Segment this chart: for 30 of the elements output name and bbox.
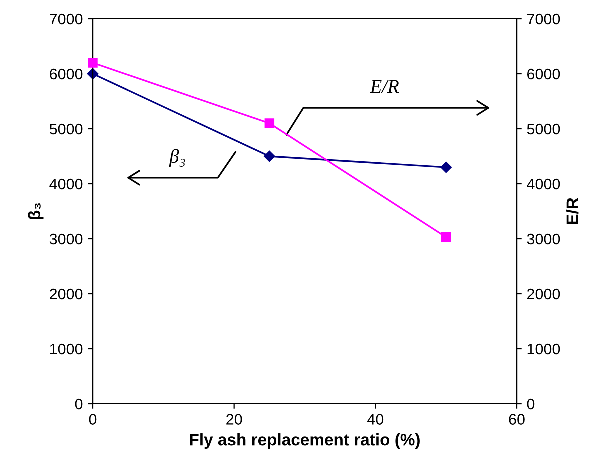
series-label: β₃ [169, 149, 186, 168]
y2-tick-label: 2000 [527, 288, 560, 300]
point [440, 162, 452, 174]
point [264, 118, 275, 128]
y2-tick-label: 4000 [527, 178, 560, 190]
x-tick-label: 20 [226, 414, 242, 425]
y2-tick-label: 5000 [527, 124, 560, 135]
y2-axis-title: E/R [566, 198, 579, 224]
y2-tick-label: 7000 [528, 14, 560, 25]
point [264, 150, 276, 162]
y-tick-label: 0 [75, 398, 83, 410]
point [88, 58, 98, 68]
y-tick-label: 3000 [50, 234, 83, 245]
x-axis-title: Fly ash replacement ratio (%) [190, 434, 420, 450]
y-tick-label: 5000 [50, 124, 83, 135]
point [441, 232, 452, 242]
y-tick-label: 2000 [50, 288, 83, 300]
x-tick-label: 60 [509, 414, 525, 425]
y2-tick-label: 0 [527, 398, 535, 410]
y2-tick-label: 1000 [528, 344, 560, 355]
y2-tick-label: 6000 [528, 68, 560, 80]
y-tick-label: 4000 [50, 178, 83, 190]
x-tick-label: 40 [368, 414, 384, 425]
x-tick-label: 0 [89, 414, 97, 425]
y-axis-title: β₃ [28, 204, 44, 220]
y-tick-label: 1000 [50, 344, 83, 355]
y-tick-label: 7000 [50, 14, 83, 25]
y2-tick-label: 3000 [527, 234, 560, 245]
y-tick-label: 6000 [50, 68, 83, 80]
text: E/R [370, 80, 400, 94]
